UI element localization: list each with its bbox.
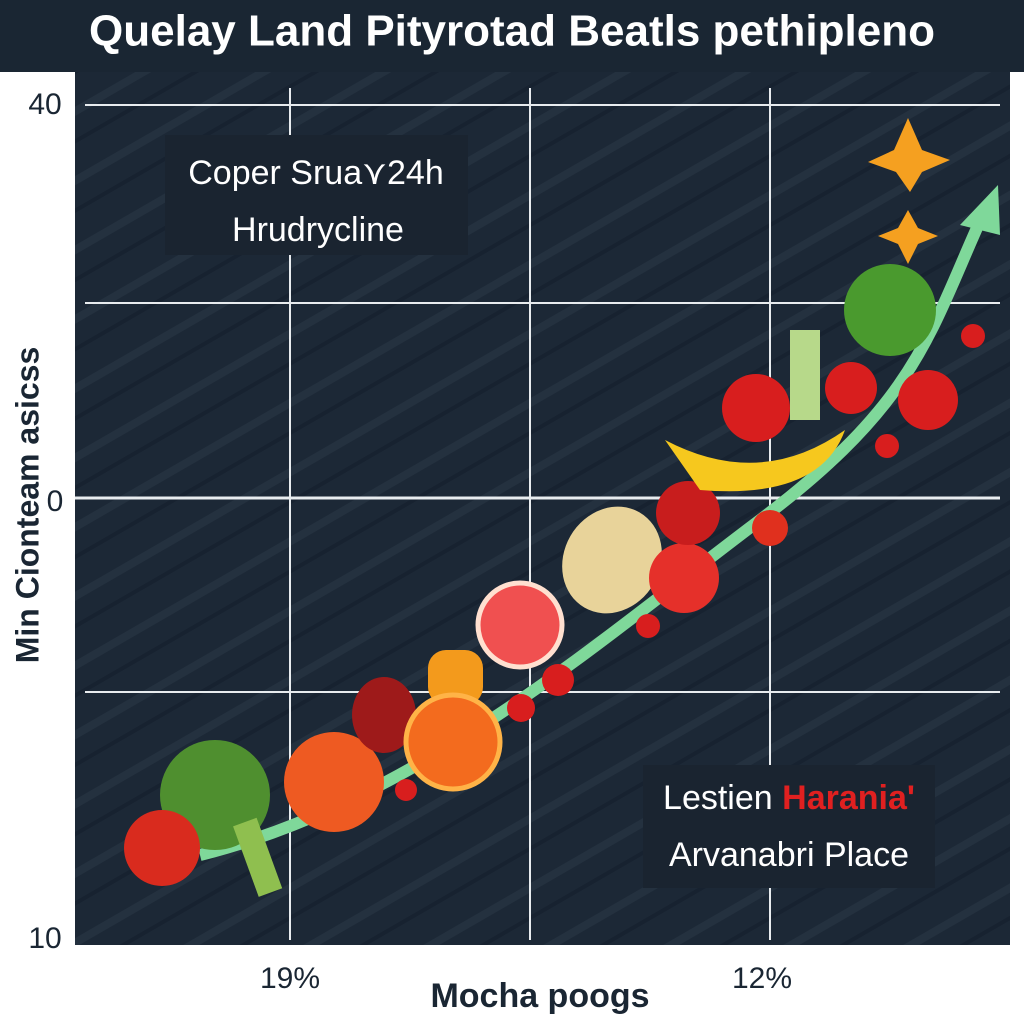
x-tick-label: 19% <box>260 962 320 995</box>
y-axis-label: Min Cionteam asicss <box>9 347 45 664</box>
x-tick-label: 12% <box>732 962 792 995</box>
tomato <box>124 810 200 886</box>
berry <box>961 324 985 348</box>
pepper <box>428 650 483 705</box>
lettuce <box>844 264 936 356</box>
callout-text-part: Lestien <box>663 779 773 817</box>
callout-text: Hrudrycline <box>232 211 404 249</box>
berry <box>542 664 574 696</box>
callout-text-highlight: Harania' <box>782 779 915 817</box>
x-axis-label: Mocha poogs <box>430 977 649 1015</box>
berry <box>507 694 535 722</box>
grapefruit <box>475 580 565 670</box>
callout-box <box>643 765 935 888</box>
berry <box>395 779 417 801</box>
y-tick-label: 40 <box>28 88 61 121</box>
strawberry <box>722 374 790 442</box>
tomato <box>649 543 719 613</box>
title: Quelay Land Pityrotad Beatls pethipleno <box>89 7 935 56</box>
callout-text: Arvanabri Place <box>669 836 909 874</box>
callout-text: Lestien Harania' <box>663 779 915 817</box>
broccoli-stem <box>233 817 283 897</box>
callout-box <box>165 135 468 255</box>
title-bar <box>0 0 1024 72</box>
berry <box>636 614 660 638</box>
y-tick-label: 0 <box>47 485 64 518</box>
berry <box>752 510 788 546</box>
star <box>878 210 938 264</box>
star <box>868 118 950 192</box>
berry <box>875 434 899 458</box>
fruit-illustration <box>124 118 985 897</box>
tomato <box>825 362 877 414</box>
celery <box>790 330 820 420</box>
tomato <box>284 732 384 832</box>
tomato <box>898 370 958 430</box>
banana <box>665 430 845 492</box>
callout-text: Coper Srua⋎24h <box>188 154 444 192</box>
arrow-head <box>960 185 1000 235</box>
tomato <box>656 481 720 545</box>
bread <box>562 506 662 614</box>
orange <box>403 692 503 792</box>
y-tick-label: 10 <box>28 922 61 955</box>
apple <box>352 677 416 753</box>
